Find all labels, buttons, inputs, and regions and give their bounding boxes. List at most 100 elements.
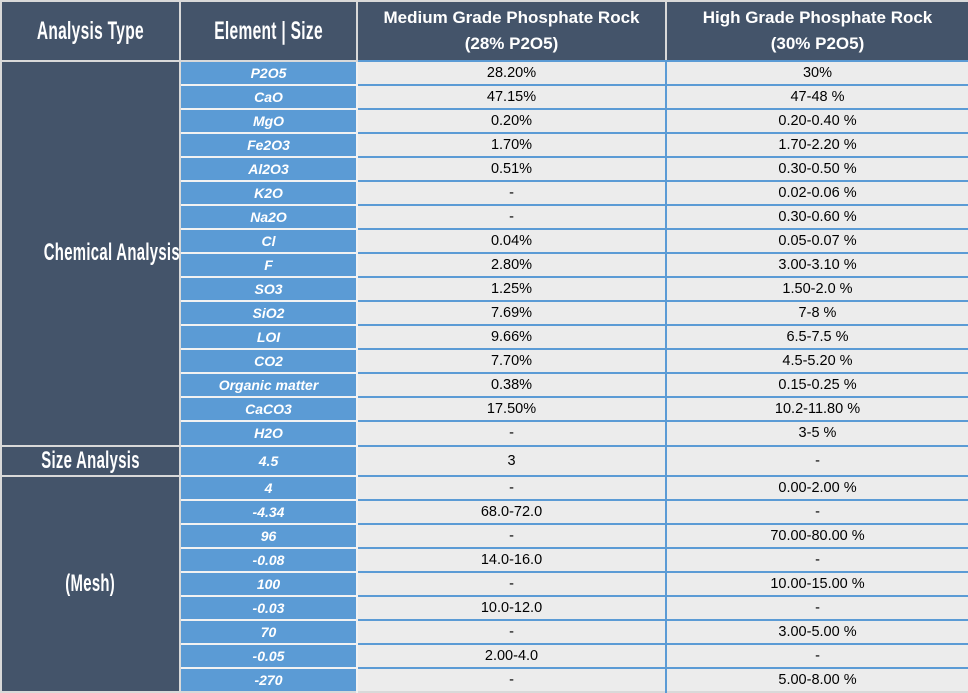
element-size-cell: SiO2 [180, 300, 358, 326]
high-grade-value-cell: - [665, 594, 968, 620]
element-size-cell: 70 [180, 618, 358, 644]
high-grade-value-cell: 1.50-2.0 % [665, 276, 968, 302]
medium-grade-value-cell: 9.66% [357, 324, 666, 350]
high-grade-value-cell: 10.00-15.00 % [665, 570, 968, 596]
table-row: H2O -3-5 % [1, 420, 968, 446]
high-grade-value-cell: 5.00-8.00 % [665, 666, 968, 692]
table-row: -0.05 2.00-4.0- [1, 642, 968, 668]
element-size-cell: Na2O [180, 204, 358, 230]
section-label: Size Analysis [41, 446, 140, 474]
element-size-cell: 100 [180, 570, 358, 596]
table-row: (Mesh) 4-0.00-2.00 % [0, 474, 968, 693]
element-size-cell: -4.34 [180, 498, 358, 524]
high-grade-value-cell: - [665, 498, 968, 524]
table-row: -0.08 14.0-16.0- [1, 546, 968, 572]
medium-grade-value-cell: - [357, 570, 666, 596]
medium-grade-value-cell: 7.69% [357, 300, 666, 326]
high-grade-value-cell: 0.05-0.07 % [665, 228, 968, 254]
table-row: Fe2O3 1.70% 1.70-2.20 % [1, 132, 968, 158]
element-size-cell: K2O [180, 180, 358, 206]
high-grade-value-cell: 0.30-0.60 % [665, 204, 968, 230]
element-size-cell: CO2 [180, 348, 358, 374]
column-header-element-size: Element | Size [179, 0, 358, 62]
high-grade-value-cell: 0.02-0.06 % [665, 180, 968, 206]
element-size-cell: CaO [180, 84, 358, 110]
table-row: F 2.80% 3.00-3.10 % [1, 252, 968, 278]
element-size-cell: -0.03 [180, 594, 358, 620]
table-row: Na2O -0.30-0.60 % [1, 204, 968, 230]
table-row: -0.03 10.0-12.0- [1, 594, 968, 620]
high-grade-value-cell: 0.20-0.40 % [665, 108, 968, 134]
table-row: -4.34 68.0-72.0- [1, 498, 968, 524]
medium-grade-value-cell: 47.15% [357, 84, 666, 110]
medium-grade-value-cell: 0.38% [357, 372, 666, 398]
element-size-label: Element | Size [214, 16, 323, 45]
element-size-cell: LOI [180, 324, 358, 350]
column-header-high-grade: High Grade Phosphate Rock (30% P2O5) [665, 0, 968, 62]
table-row: 100-10.00-15.00 % [1, 570, 968, 596]
element-size-cell: Cl [180, 228, 358, 254]
medium-grade-value-cell: 0.51% [357, 156, 666, 182]
table-row: -270-5.00-8.00 % [1, 666, 968, 692]
section-label: (Mesh) [65, 569, 116, 597]
element-size-cell: Organic matter [180, 372, 358, 398]
table-header: Analysis Type Element | Size Medium Grad… [0, 0, 968, 62]
medium-grade-value-cell: - [357, 204, 666, 230]
column-header-medium-grade: Medium Grade Phosphate Rock (28% P2O5) [356, 0, 667, 62]
element-size-cell: F [180, 252, 358, 278]
column-header-analysis-type: Analysis Type [0, 0, 181, 62]
high-grade-header-line1: High Grade Phosphate Rock [702, 7, 933, 27]
medium-grade-value-cell: - [357, 522, 666, 548]
element-size-cell: CaCO3 [180, 396, 358, 422]
medium-grade-value-cell: 17.50% [357, 396, 666, 422]
table-row: SiO2 7.69% 7-8 % [1, 300, 968, 326]
table-row: 96-70.00-80.00 % [1, 522, 968, 548]
table-row: Cl 0.04% 0.05-0.07 % [1, 228, 968, 254]
element-size-cell: 4.5 [180, 444, 358, 476]
medium-grade-value-cell: 1.70% [357, 132, 666, 158]
medium-grade-value-cell: - [357, 180, 666, 206]
high-grade-value-cell: 6.5-7.5 % [665, 324, 968, 350]
high-grade-value-cell: 1.70-2.20 % [665, 132, 968, 158]
high-grade-value-cell: 7-8 % [665, 300, 968, 326]
element-size-cell: -0.05 [180, 642, 358, 668]
high-grade-header-line2: (30% P2O5) [770, 34, 865, 53]
medium-grade-header-line1: Medium Grade Phosphate Rock [383, 7, 640, 27]
medium-grade-value-cell: 14.0-16.0 [357, 546, 666, 572]
high-grade-value-cell: 3.00-5.00 % [665, 618, 968, 644]
element-size-cell: Fe2O3 [180, 132, 358, 158]
high-grade-value-cell: 0.00-2.00 % [665, 474, 968, 500]
high-grade-value-cell: 3.00-3.10 % [665, 252, 968, 278]
element-size-cell: -0.08 [180, 546, 358, 572]
medium-grade-value-cell: - [357, 420, 666, 446]
element-size-cell: H2O [180, 420, 358, 446]
table-row: Chemical Analysis P2O5 28.20% 30% [0, 59, 968, 447]
medium-grade-value-cell: 0.04% [357, 228, 666, 254]
header-row: Analysis Type Element | Size Medium Grad… [0, 0, 968, 62]
high-grade-value-cell: - [665, 546, 968, 572]
high-grade-value-cell: 30% [665, 59, 968, 86]
table-row: K2O -0.02-0.06 % [1, 180, 968, 206]
table-row: CaO 47.15% 47-48 % [1, 84, 968, 110]
element-size-cell: -270 [180, 666, 358, 692]
element-size-cell: 96 [180, 522, 358, 548]
section-cell: Size Analysis [0, 444, 181, 477]
high-grade-value-cell: 3-5 % [665, 420, 968, 446]
medium-grade-value-cell: - [357, 666, 666, 692]
section-cell: (Mesh) [0, 474, 181, 693]
table-row: 70-3.00-5.00 % [1, 618, 968, 644]
high-grade-value-cell: 70.00-80.00 % [665, 522, 968, 548]
element-size-cell: SO3 [180, 276, 358, 302]
medium-grade-value-cell: 1.25% [357, 276, 666, 302]
high-grade-value-cell: 47-48 % [665, 84, 968, 110]
section-cell: Chemical Analysis [0, 60, 181, 447]
medium-grade-value-cell: 68.0-72.0 [357, 498, 666, 524]
medium-grade-value-cell: 10.0-12.0 [357, 594, 666, 620]
medium-grade-value-cell: 3 [357, 444, 666, 476]
element-size-cell: P2O5 [180, 59, 358, 86]
high-grade-value-cell: - [665, 444, 968, 476]
medium-grade-value-cell: 0.20% [357, 108, 666, 134]
medium-grade-value-cell: - [357, 474, 666, 500]
analysis-type-label: Analysis Type [36, 16, 145, 45]
